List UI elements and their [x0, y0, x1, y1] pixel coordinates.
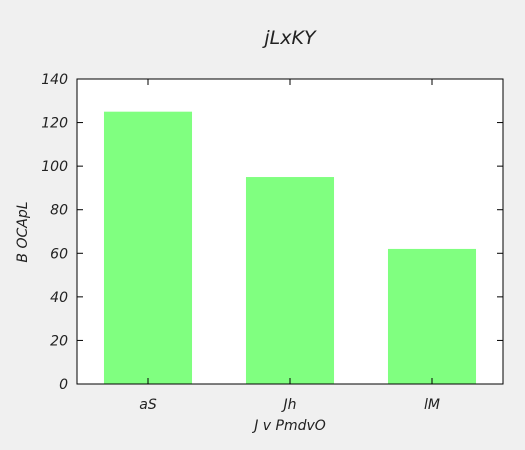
y-tick-label: 100: [41, 159, 68, 175]
y-axis-label: B OCApL: [15, 201, 31, 262]
x-tick-label: aS: [139, 397, 157, 413]
chart-title: jLxKY: [261, 27, 317, 49]
x-axis-ticks: aS Jh lM: [139, 79, 440, 413]
y-tick-label: 80: [50, 203, 68, 219]
y-tick-label: 140: [41, 72, 68, 88]
y-tick-label: 60: [50, 246, 68, 262]
x-axis-label: J v PmdvO: [251, 418, 326, 434]
y-tick-label: 20: [50, 333, 68, 349]
y-axis-ticks: 0 20 40 60 80 100 120 140: [41, 72, 503, 393]
bar-lM: [387, 248, 477, 384]
y-tick-label: 40: [50, 290, 68, 306]
y-tick-label: 120: [41, 116, 68, 132]
bars-group: [103, 111, 477, 384]
bar-Jh: [245, 177, 335, 384]
x-tick-label: lM: [424, 397, 440, 413]
y-tick-label: 0: [59, 377, 68, 393]
bar-aS: [103, 111, 193, 384]
x-tick-label: Jh: [280, 397, 296, 413]
